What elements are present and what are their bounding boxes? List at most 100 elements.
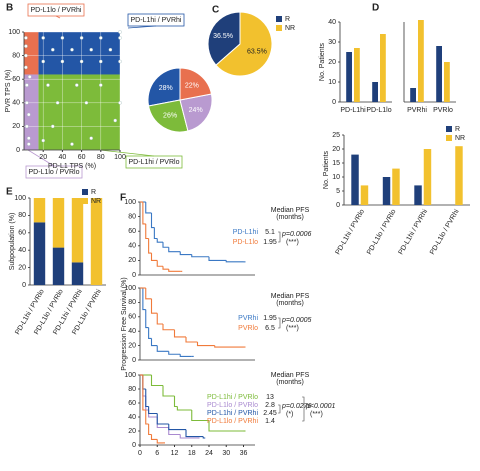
y-tick-label: 80 [12, 52, 20, 59]
bar [410, 88, 416, 102]
survival-step [168, 247, 181, 253]
series-name: PD-L1hi [233, 229, 259, 236]
y-tick-label: 40 [328, 19, 336, 26]
y-tick-label: 60 [128, 400, 136, 407]
bar [354, 48, 360, 102]
survival-step [162, 242, 169, 248]
point [25, 124, 29, 129]
survival-step [145, 223, 149, 240]
y-axis-label: PVR TPS (%) [5, 70, 12, 113]
connector [55, 15, 61, 19]
point [99, 36, 103, 40]
survival-step [179, 434, 198, 439]
x-tick-label: PD-L1lo / PVRlo [366, 208, 398, 256]
slice-label: 22% [185, 83, 199, 90]
x-tick-label: PD-L1hi / PVRhi [398, 208, 430, 256]
x-tick-label: 20 [39, 154, 47, 161]
median-value: 1.95 [263, 239, 277, 246]
legend-swatch [82, 198, 88, 204]
median-value: 2.45 [263, 410, 277, 417]
survival-step [142, 288, 146, 311]
survival-step [179, 354, 192, 357]
quadrant-label: PD-L1hi / PVRlo [129, 159, 180, 166]
point [99, 59, 103, 64]
y-axis-label: Progression Free Survival (%) [121, 277, 128, 370]
survival-step [145, 389, 149, 408]
point [108, 47, 113, 52]
bar [382, 177, 391, 205]
point [24, 36, 28, 40]
bar [360, 185, 369, 205]
quadrant [38, 74, 120, 150]
point [24, 44, 28, 48]
y-tick-label: 80 [128, 386, 136, 393]
survival-step [185, 429, 204, 438]
y-axis-label: Subpopulation (%) [9, 213, 16, 271]
legend-label: R [91, 189, 96, 196]
bar [33, 198, 46, 223]
x-tick-label: PD-L1lo / PVRhi [429, 208, 461, 256]
legend-swatch [446, 135, 452, 141]
pie-slice [147, 67, 181, 107]
p-value: p<0.0001 [305, 403, 335, 410]
survival-step [191, 410, 209, 422]
survival-step [168, 427, 181, 436]
bar [346, 52, 352, 102]
series-name: PD-L1hi / PVRlo [207, 394, 258, 401]
x-tick-label: 18 [188, 450, 196, 457]
point [25, 83, 29, 87]
survival-step [185, 336, 198, 343]
y-tick-label: 60 [12, 76, 20, 83]
pie-slice [207, 11, 241, 66]
bar [455, 146, 463, 205]
survival-step [176, 406, 192, 411]
y-tick-label: 60 [18, 230, 26, 237]
x-tick-label: 6 [155, 450, 159, 457]
significance: (***) [286, 325, 299, 332]
bar [71, 262, 84, 285]
survival-step [150, 338, 158, 347]
point [99, 83, 103, 87]
point [75, 83, 79, 87]
median-header: Median PFS [271, 372, 310, 379]
point [24, 53, 28, 58]
point [118, 101, 122, 105]
y-tick-label: 40 [18, 247, 26, 254]
bar [418, 20, 424, 102]
survival-step [214, 345, 244, 348]
legend-swatch [446, 126, 452, 132]
p-value: p=0.0006 [281, 231, 311, 238]
bar [444, 62, 450, 102]
survival-step [202, 436, 206, 439]
y-tick-label: 40 [128, 243, 136, 250]
x-axis-label: PD-L1 TPS (%) [48, 163, 96, 170]
point [51, 124, 55, 129]
survival-step [162, 385, 175, 397]
survival-step [145, 202, 152, 214]
point [118, 30, 122, 34]
y-tick-label: 5 [336, 188, 340, 195]
y-tick-label: 20 [328, 59, 336, 66]
y-tick-label: 100 [124, 199, 136, 206]
panel-label: C [212, 5, 219, 16]
point [79, 59, 84, 64]
y-tick-label: 15 [332, 160, 340, 167]
survival-step [208, 256, 227, 261]
x-tick-label: 0 [138, 450, 142, 457]
survival-step [225, 260, 244, 263]
point [60, 36, 65, 40]
point [79, 36, 84, 40]
pie-slice [179, 93, 213, 132]
survival-step [145, 309, 149, 329]
point [27, 136, 31, 140]
y-tick-label: 100 [8, 29, 20, 36]
legend-label: R [455, 126, 460, 133]
y-tick-label: 0 [336, 202, 340, 209]
survival-step [191, 254, 209, 258]
survival-step [142, 202, 146, 225]
legend-label: R [285, 16, 290, 23]
quadrant [24, 74, 39, 150]
survival-step [208, 420, 244, 432]
y-tick-label: 10 [328, 79, 336, 86]
pie-slice [215, 11, 273, 77]
